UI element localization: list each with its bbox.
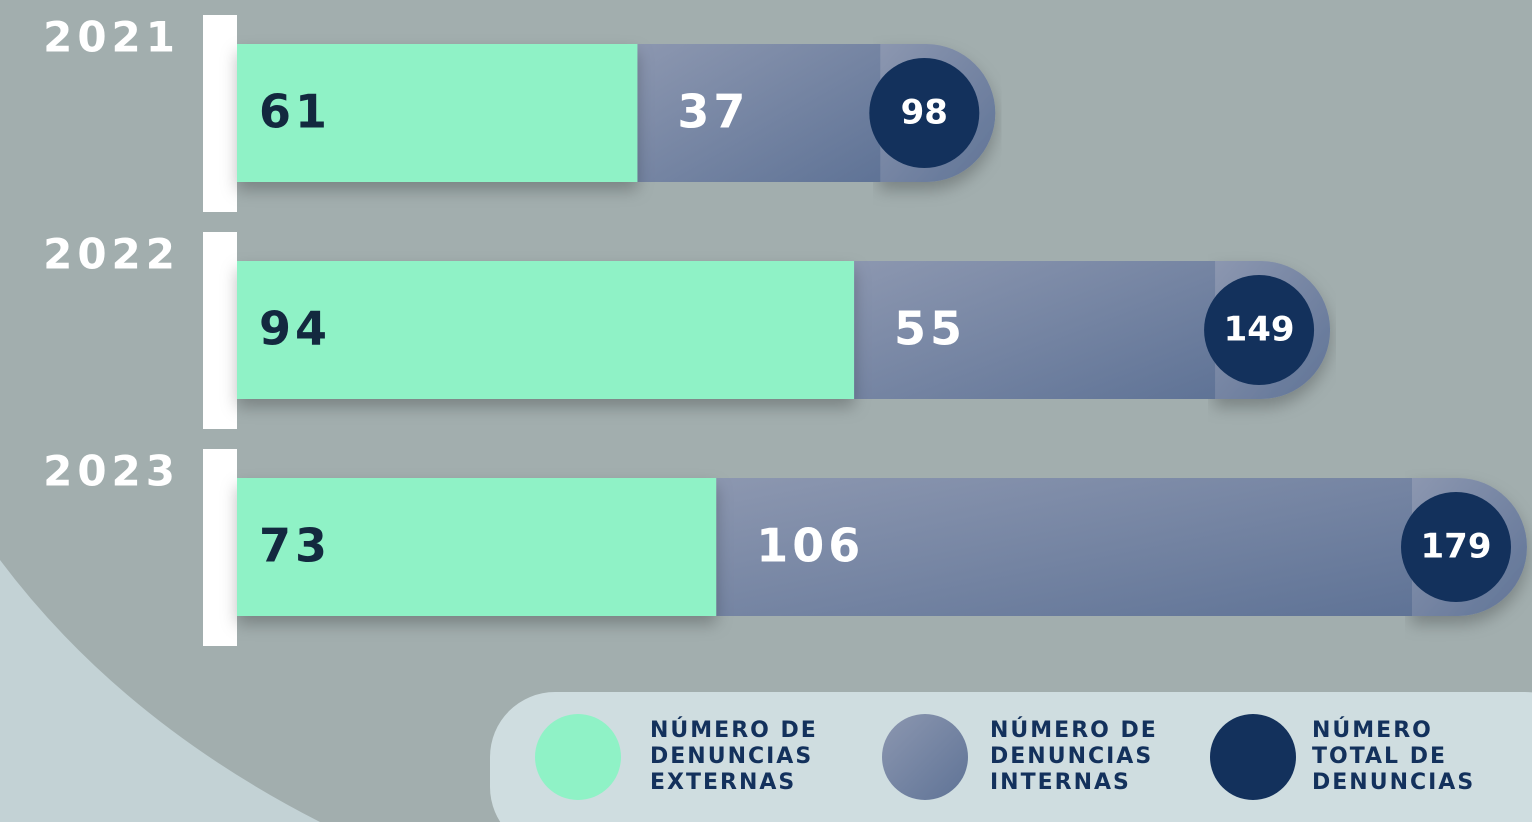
total-label: 179	[1421, 527, 1492, 567]
year-label: 2023	[43, 447, 180, 496]
total-circle	[1204, 275, 1315, 385]
legend-swatch	[882, 714, 968, 800]
year-label: 2021	[43, 13, 180, 62]
value-label: 61	[259, 85, 331, 139]
legend-label: NÚMERO DE DENUNCIAS EXTERNAS	[650, 718, 818, 795]
year-label: 2022	[43, 230, 180, 279]
value-label: 94	[259, 302, 331, 356]
total-circle	[869, 58, 980, 168]
year-marker	[203, 449, 237, 646]
legend-label: NÚMERO TOTAL DE DENUNCIAS	[1312, 718, 1476, 795]
total-label: 149	[1224, 310, 1295, 350]
value-label: 73	[259, 519, 331, 573]
value-label: 106	[756, 519, 864, 573]
year-marker	[203, 15, 237, 212]
value-label: 37	[677, 85, 749, 139]
value-label: 55	[894, 302, 966, 356]
total-label: 98	[901, 93, 948, 133]
legend-swatch	[535, 714, 621, 800]
bar-external	[237, 478, 717, 616]
background-curve	[0, 560, 320, 822]
legend-label: NÚMERO DE DENUNCIAS INTERNAS	[990, 718, 1158, 795]
bar-internal	[637, 44, 881, 182]
legend-swatch	[1210, 714, 1296, 800]
bar-internal	[854, 261, 1216, 399]
bar-external	[237, 44, 638, 182]
bar-internal	[716, 478, 1412, 616]
year-marker	[203, 232, 237, 429]
total-circle	[1401, 492, 1511, 602]
bar-external	[237, 261, 855, 399]
